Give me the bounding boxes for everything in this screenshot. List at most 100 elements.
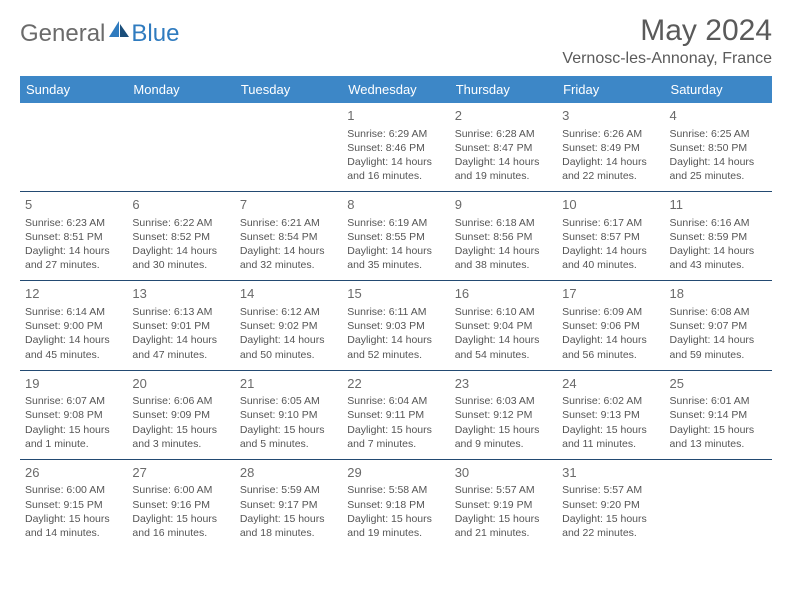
- calendar-day-cell: 25Sunrise: 6:01 AMSunset: 9:14 PMDayligh…: [665, 370, 772, 459]
- day-number: 3: [562, 107, 659, 125]
- calendar-day-cell: 28Sunrise: 5:59 AMSunset: 9:17 PMDayligh…: [235, 459, 342, 548]
- location: Vernosc-les-Annonay, France: [562, 50, 772, 68]
- day-number: 7: [240, 196, 337, 214]
- sunrise-line: Sunrise: 6:18 AM: [455, 216, 552, 230]
- calendar-day-cell: 27Sunrise: 6:00 AMSunset: 9:16 PMDayligh…: [127, 459, 234, 548]
- day-number: 1: [347, 107, 444, 125]
- daylight-line: Daylight: 15 hours and 22 minutes.: [562, 512, 659, 540]
- day-number: 2: [455, 107, 552, 125]
- day-number: 20: [132, 375, 229, 393]
- sunrise-line: Sunrise: 6:13 AM: [132, 305, 229, 319]
- sunrise-line: Sunrise: 5:57 AM: [455, 483, 552, 497]
- day-header: Tuesday: [235, 76, 342, 103]
- sail-icon: [109, 21, 129, 37]
- sunset-line: Sunset: 8:56 PM: [455, 230, 552, 244]
- calendar-day-cell: [665, 459, 772, 548]
- daylight-line: Daylight: 14 hours and 35 minutes.: [347, 244, 444, 272]
- calendar-day-cell: 22Sunrise: 6:04 AMSunset: 9:11 PMDayligh…: [342, 370, 449, 459]
- day-number: 11: [670, 196, 767, 214]
- sunrise-line: Sunrise: 6:11 AM: [347, 305, 444, 319]
- sunset-line: Sunset: 8:46 PM: [347, 141, 444, 155]
- daylight-line: Daylight: 15 hours and 14 minutes.: [25, 512, 122, 540]
- day-number: 30: [455, 464, 552, 482]
- calendar-day-cell: 16Sunrise: 6:10 AMSunset: 9:04 PMDayligh…: [450, 281, 557, 370]
- calendar-week-row: 26Sunrise: 6:00 AMSunset: 9:15 PMDayligh…: [20, 459, 772, 548]
- sunset-line: Sunset: 8:59 PM: [670, 230, 767, 244]
- sunrise-line: Sunrise: 6:19 AM: [347, 216, 444, 230]
- daylight-line: Daylight: 15 hours and 19 minutes.: [347, 512, 444, 540]
- day-number: 21: [240, 375, 337, 393]
- calendar-day-cell: 2 Sunrise: 6:28 AMSunset: 8:47 PMDaylight…: [450, 103, 557, 192]
- sunset-line: Sunset: 9:04 PM: [455, 319, 552, 333]
- month-title: May 2024: [562, 14, 772, 48]
- daylight-line: Daylight: 15 hours and 13 minutes.: [670, 423, 767, 451]
- daylight-line: Daylight: 14 hours and 16 minutes.: [347, 155, 444, 183]
- sunrise-line: Sunrise: 6:22 AM: [132, 216, 229, 230]
- day-header: Monday: [127, 76, 234, 103]
- sunrise-line: Sunrise: 6:03 AM: [455, 394, 552, 408]
- brand-blue: Blue: [131, 20, 179, 48]
- sunrise-line: Sunrise: 6:02 AM: [562, 394, 659, 408]
- daylight-line: Daylight: 14 hours and 50 minutes.: [240, 333, 337, 361]
- day-number: 28: [240, 464, 337, 482]
- sunset-line: Sunset: 9:15 PM: [25, 498, 122, 512]
- calendar-day-cell: 4Sunrise: 6:25 AMSunset: 8:50 PMDaylight…: [665, 103, 772, 192]
- calendar-day-cell: 19Sunrise: 6:07 AMSunset: 9:08 PMDayligh…: [20, 370, 127, 459]
- day-number: 5: [25, 196, 122, 214]
- calendar-day-cell: 15Sunrise: 6:11 AMSunset: 9:03 PMDayligh…: [342, 281, 449, 370]
- sunset-line: Sunset: 8:57 PM: [562, 230, 659, 244]
- day-header: Sunday: [20, 76, 127, 103]
- sunset-line: Sunset: 9:14 PM: [670, 408, 767, 422]
- day-header: Thursday: [450, 76, 557, 103]
- sunset-line: Sunset: 9:06 PM: [562, 319, 659, 333]
- sunset-line: Sunset: 9:16 PM: [132, 498, 229, 512]
- day-number: 14: [240, 285, 337, 303]
- sunset-line: Sunset: 9:02 PM: [240, 319, 337, 333]
- calendar-week-row: 5Sunrise: 6:23 AMSunset: 8:51 PMDaylight…: [20, 192, 772, 281]
- daylight-line: Daylight: 15 hours and 11 minutes.: [562, 423, 659, 451]
- daylight-line: Daylight: 14 hours and 56 minutes.: [562, 333, 659, 361]
- sunset-line: Sunset: 8:47 PM: [455, 141, 552, 155]
- calendar-day-cell: 31Sunrise: 5:57 AMSunset: 9:20 PMDayligh…: [557, 459, 664, 548]
- calendar-day-cell: 9Sunrise: 6:18 AMSunset: 8:56 PMDaylight…: [450, 192, 557, 281]
- daylight-line: Daylight: 15 hours and 9 minutes.: [455, 423, 552, 451]
- calendar-day-cell: 30Sunrise: 5:57 AMSunset: 9:19 PMDayligh…: [450, 459, 557, 548]
- calendar-day-cell: [127, 103, 234, 192]
- sunrise-line: Sunrise: 6:26 AM: [562, 127, 659, 141]
- calendar-day-cell: 6 Sunrise: 6:22 AMSunset: 8:52 PMDaylight…: [127, 192, 234, 281]
- calendar-day-cell: 29Sunrise: 5:58 AMSunset: 9:18 PMDayligh…: [342, 459, 449, 548]
- calendar-day-cell: 5Sunrise: 6:23 AMSunset: 8:51 PMDaylight…: [20, 192, 127, 281]
- calendar-day-cell: 24Sunrise: 6:02 AMSunset: 9:13 PMDayligh…: [557, 370, 664, 459]
- sunrise-line: Sunrise: 6:06 AM: [132, 394, 229, 408]
- daylight-line: Daylight: 14 hours and 45 minutes.: [25, 333, 122, 361]
- sunrise-line: Sunrise: 6:08 AM: [670, 305, 767, 319]
- sunset-line: Sunset: 8:52 PM: [132, 230, 229, 244]
- day-number: 17: [562, 285, 659, 303]
- daylight-line: Daylight: 15 hours and 1 minute.: [25, 423, 122, 451]
- day-number: 6: [132, 196, 229, 214]
- day-number: 29: [347, 464, 444, 482]
- calendar-day-cell: 8Sunrise: 6:19 AMSunset: 8:55 PMDaylight…: [342, 192, 449, 281]
- day-header-row: Sunday Monday Tuesday Wednesday Thursday…: [20, 76, 772, 103]
- day-number: 16: [455, 285, 552, 303]
- calendar-table: Sunday Monday Tuesday Wednesday Thursday…: [20, 76, 772, 548]
- daylight-line: Daylight: 14 hours and 40 minutes.: [562, 244, 659, 272]
- calendar-day-cell: 20Sunrise: 6:06 AMSunset: 9:09 PMDayligh…: [127, 370, 234, 459]
- day-header: Friday: [557, 76, 664, 103]
- sunset-line: Sunset: 8:49 PM: [562, 141, 659, 155]
- calendar-day-cell: 21Sunrise: 6:05 AMSunset: 9:10 PMDayligh…: [235, 370, 342, 459]
- day-number: 25: [670, 375, 767, 393]
- calendar-day-cell: 3Sunrise: 6:26 AMSunset: 8:49 PMDaylight…: [557, 103, 664, 192]
- day-header: Wednesday: [342, 76, 449, 103]
- calendar-day-cell: 10Sunrise: 6:17 AMSunset: 8:57 PMDayligh…: [557, 192, 664, 281]
- sunset-line: Sunset: 9:01 PM: [132, 319, 229, 333]
- sunrise-line: Sunrise: 6:00 AM: [25, 483, 122, 497]
- daylight-line: Daylight: 14 hours and 19 minutes.: [455, 155, 552, 183]
- sunrise-line: Sunrise: 6:14 AM: [25, 305, 122, 319]
- header: General Blue May 2024 Vernosc-les-Annona…: [20, 14, 772, 68]
- sunrise-line: Sunrise: 6:16 AM: [670, 216, 767, 230]
- day-number: 19: [25, 375, 122, 393]
- sunrise-line: Sunrise: 6:28 AM: [455, 127, 552, 141]
- sunset-line: Sunset: 9:07 PM: [670, 319, 767, 333]
- daylight-line: Daylight: 14 hours and 30 minutes.: [132, 244, 229, 272]
